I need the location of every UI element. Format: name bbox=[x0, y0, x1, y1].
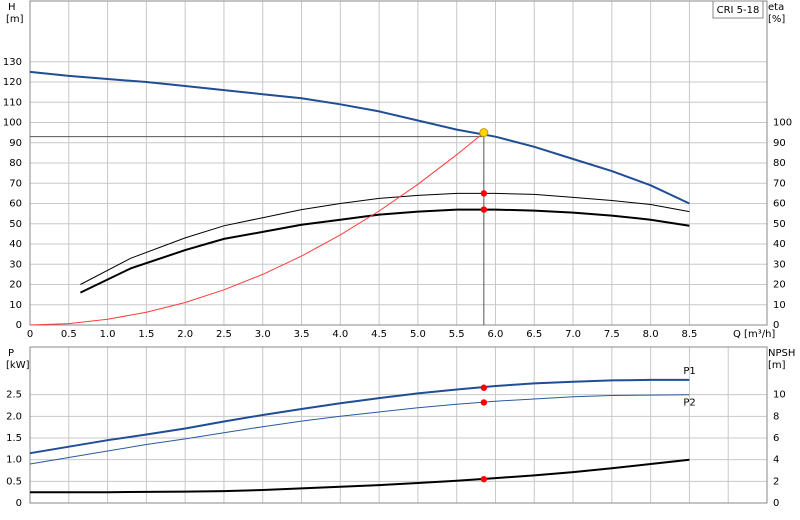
x-tick-label: 8.0 bbox=[643, 329, 659, 340]
operating-point bbox=[479, 128, 489, 138]
x-tick-label: 6.0 bbox=[488, 329, 504, 340]
operating-point bbox=[480, 206, 488, 213]
y-axis-label: H bbox=[8, 2, 16, 13]
curve-label: P1 bbox=[683, 366, 695, 377]
operating-point bbox=[480, 399, 488, 406]
y-tick-label: 2.0 bbox=[6, 411, 22, 422]
operating-point bbox=[480, 190, 488, 197]
operating-point bbox=[480, 475, 488, 483]
y2-axis-label: eta bbox=[768, 2, 784, 13]
y2-axis-label: NPSH bbox=[768, 348, 795, 359]
y2-axis-unit: [%] bbox=[768, 14, 785, 25]
operating-point bbox=[480, 384, 488, 391]
y-tick-label: 130 bbox=[3, 57, 22, 68]
y2-tick-label: 0 bbox=[773, 320, 779, 331]
y-tick-label: 50 bbox=[9, 219, 22, 230]
plot-frame bbox=[29, 346, 768, 504]
x-tick-label: 7.5 bbox=[604, 329, 620, 340]
x-tick-label: 3.0 bbox=[255, 329, 271, 340]
y-tick-label: 1.5 bbox=[6, 433, 22, 444]
y2-tick-label: 90 bbox=[773, 138, 786, 149]
y2-tick-label: 10 bbox=[773, 390, 786, 401]
y-tick-label: 40 bbox=[9, 239, 22, 250]
y-axis-label: P bbox=[8, 348, 14, 359]
y-tick-label: 120 bbox=[3, 77, 22, 88]
y-tick-label: 0.5 bbox=[6, 476, 22, 487]
y2-tick-label: 10 bbox=[773, 300, 786, 311]
title-box bbox=[712, 0, 764, 19]
x-tick-label: 5.5 bbox=[449, 329, 465, 340]
y-tick-label: 90 bbox=[9, 138, 22, 149]
y2-tick-label: 40 bbox=[773, 239, 786, 250]
y2-axis-unit: [m] bbox=[768, 360, 786, 371]
y-tick-label: 30 bbox=[9, 259, 22, 270]
curve bbox=[30, 458, 690, 494]
y2-tick-label: 60 bbox=[773, 199, 786, 210]
y2-tick-label: 70 bbox=[773, 178, 786, 189]
chart-title: CRI 5-18 bbox=[717, 5, 760, 16]
y2-tick-label: 8 bbox=[773, 411, 779, 422]
y-tick-label: 1.0 bbox=[6, 455, 22, 466]
x-tick-label: 2.0 bbox=[177, 329, 193, 340]
curve bbox=[29, 378, 690, 455]
y2-tick-label: 30 bbox=[773, 259, 786, 270]
y2-tick-label: 80 bbox=[773, 158, 786, 169]
y-tick-label: 80 bbox=[9, 158, 22, 169]
y-tick-label: 10 bbox=[9, 300, 22, 311]
curve-label: P2 bbox=[683, 398, 695, 409]
y-tick-label: 0 bbox=[16, 498, 22, 509]
y2-tick-label: 100 bbox=[773, 118, 792, 129]
x-tick-label: 5.0 bbox=[410, 329, 426, 340]
y-axis-unit: [m] bbox=[6, 14, 24, 25]
x-tick-label: 4.0 bbox=[332, 329, 348, 340]
x-tick-label: 8.5 bbox=[681, 329, 697, 340]
x-tick-label: 4.5 bbox=[371, 329, 387, 340]
y2-tick-label: 20 bbox=[773, 280, 786, 291]
x-tick-label: 7.0 bbox=[565, 329, 581, 340]
x-tick-label: 6.5 bbox=[526, 329, 542, 340]
y-tick-label: 70 bbox=[9, 178, 22, 189]
y-tick-label: 0 bbox=[16, 320, 22, 331]
curve bbox=[80, 192, 690, 285]
x-tick-label: 3.5 bbox=[294, 329, 310, 340]
y-axis-unit: [kW] bbox=[6, 360, 30, 371]
y-tick-label: 20 bbox=[9, 280, 22, 291]
x-axis-label: Q [m³/h] bbox=[733, 329, 775, 340]
curve bbox=[79, 208, 690, 294]
x-tick-label: 1.0 bbox=[100, 329, 116, 340]
y2-tick-label: 2 bbox=[773, 476, 779, 487]
x-tick-label: 0.5 bbox=[61, 329, 77, 340]
x-tick-label: 1.5 bbox=[138, 329, 154, 340]
y2-tick-label: 6 bbox=[773, 433, 779, 444]
x-tick-label: 0 bbox=[27, 329, 33, 340]
y-tick-label: 110 bbox=[3, 97, 22, 108]
curve bbox=[29, 132, 485, 326]
y2-tick-label: 50 bbox=[773, 219, 786, 230]
y-tick-label: 100 bbox=[3, 118, 22, 129]
x-tick-label: 2.5 bbox=[216, 329, 232, 340]
y-tick-label: 60 bbox=[9, 199, 22, 210]
y2-tick-label: 4 bbox=[773, 455, 779, 466]
y-tick-label: 2.5 bbox=[6, 390, 22, 401]
plot-frame bbox=[29, 0, 768, 326]
curve bbox=[29, 394, 690, 465]
y2-tick-label: 0 bbox=[773, 498, 779, 509]
curve bbox=[29, 70, 690, 205]
